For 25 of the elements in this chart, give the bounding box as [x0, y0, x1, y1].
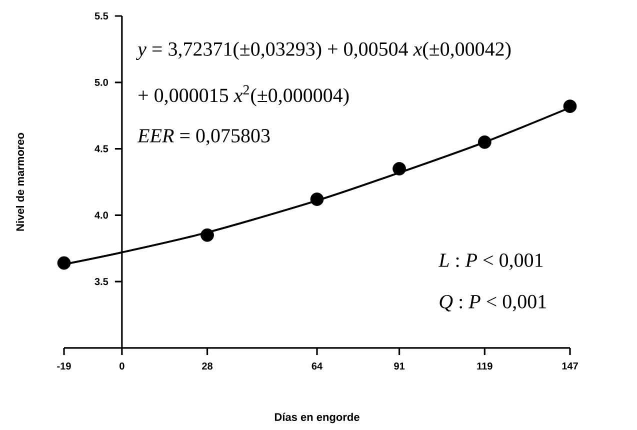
y-tick-label: 5.5 — [94, 12, 108, 20]
x-tick-label: -19 — [57, 362, 71, 370]
x-axis-title: Días en engorde — [274, 412, 360, 424]
point — [200, 228, 214, 242]
x-tick-label: 28 — [202, 362, 213, 370]
x-tick-label: 119 — [477, 362, 492, 370]
point — [57, 256, 71, 270]
annotation: EER = 0,075803 — [137, 128, 270, 146]
annotation: Q : P < 0,001 — [440, 294, 546, 312]
annotation: L : P < 0,001 — [438, 253, 543, 270]
y-tick-label: 4.5 — [94, 145, 108, 152]
y-tick-label: 3.5 — [94, 278, 108, 286]
annotation: + 0,000015 x$^{2}$(±0,000004) — [138, 85, 349, 106]
y-tick-label: 4.0 — [94, 212, 108, 219]
x-tick-label: 0 — [120, 362, 124, 370]
x-tick-label: 91 — [394, 362, 405, 370]
annotation: y = 3,72371(±0,03293) + 0,00504 x(±0,00042) — [136, 42, 511, 60]
y-tick-label: 5.0 — [94, 78, 108, 86]
point — [563, 100, 577, 113]
x-tick-label: 64 — [312, 362, 323, 370]
point — [392, 162, 406, 176]
point — [478, 135, 492, 149]
y-axis-title: Nivel de marmoreo — [16, 132, 24, 231]
point — [310, 192, 324, 206]
x-tick-label: 147 — [562, 362, 578, 370]
